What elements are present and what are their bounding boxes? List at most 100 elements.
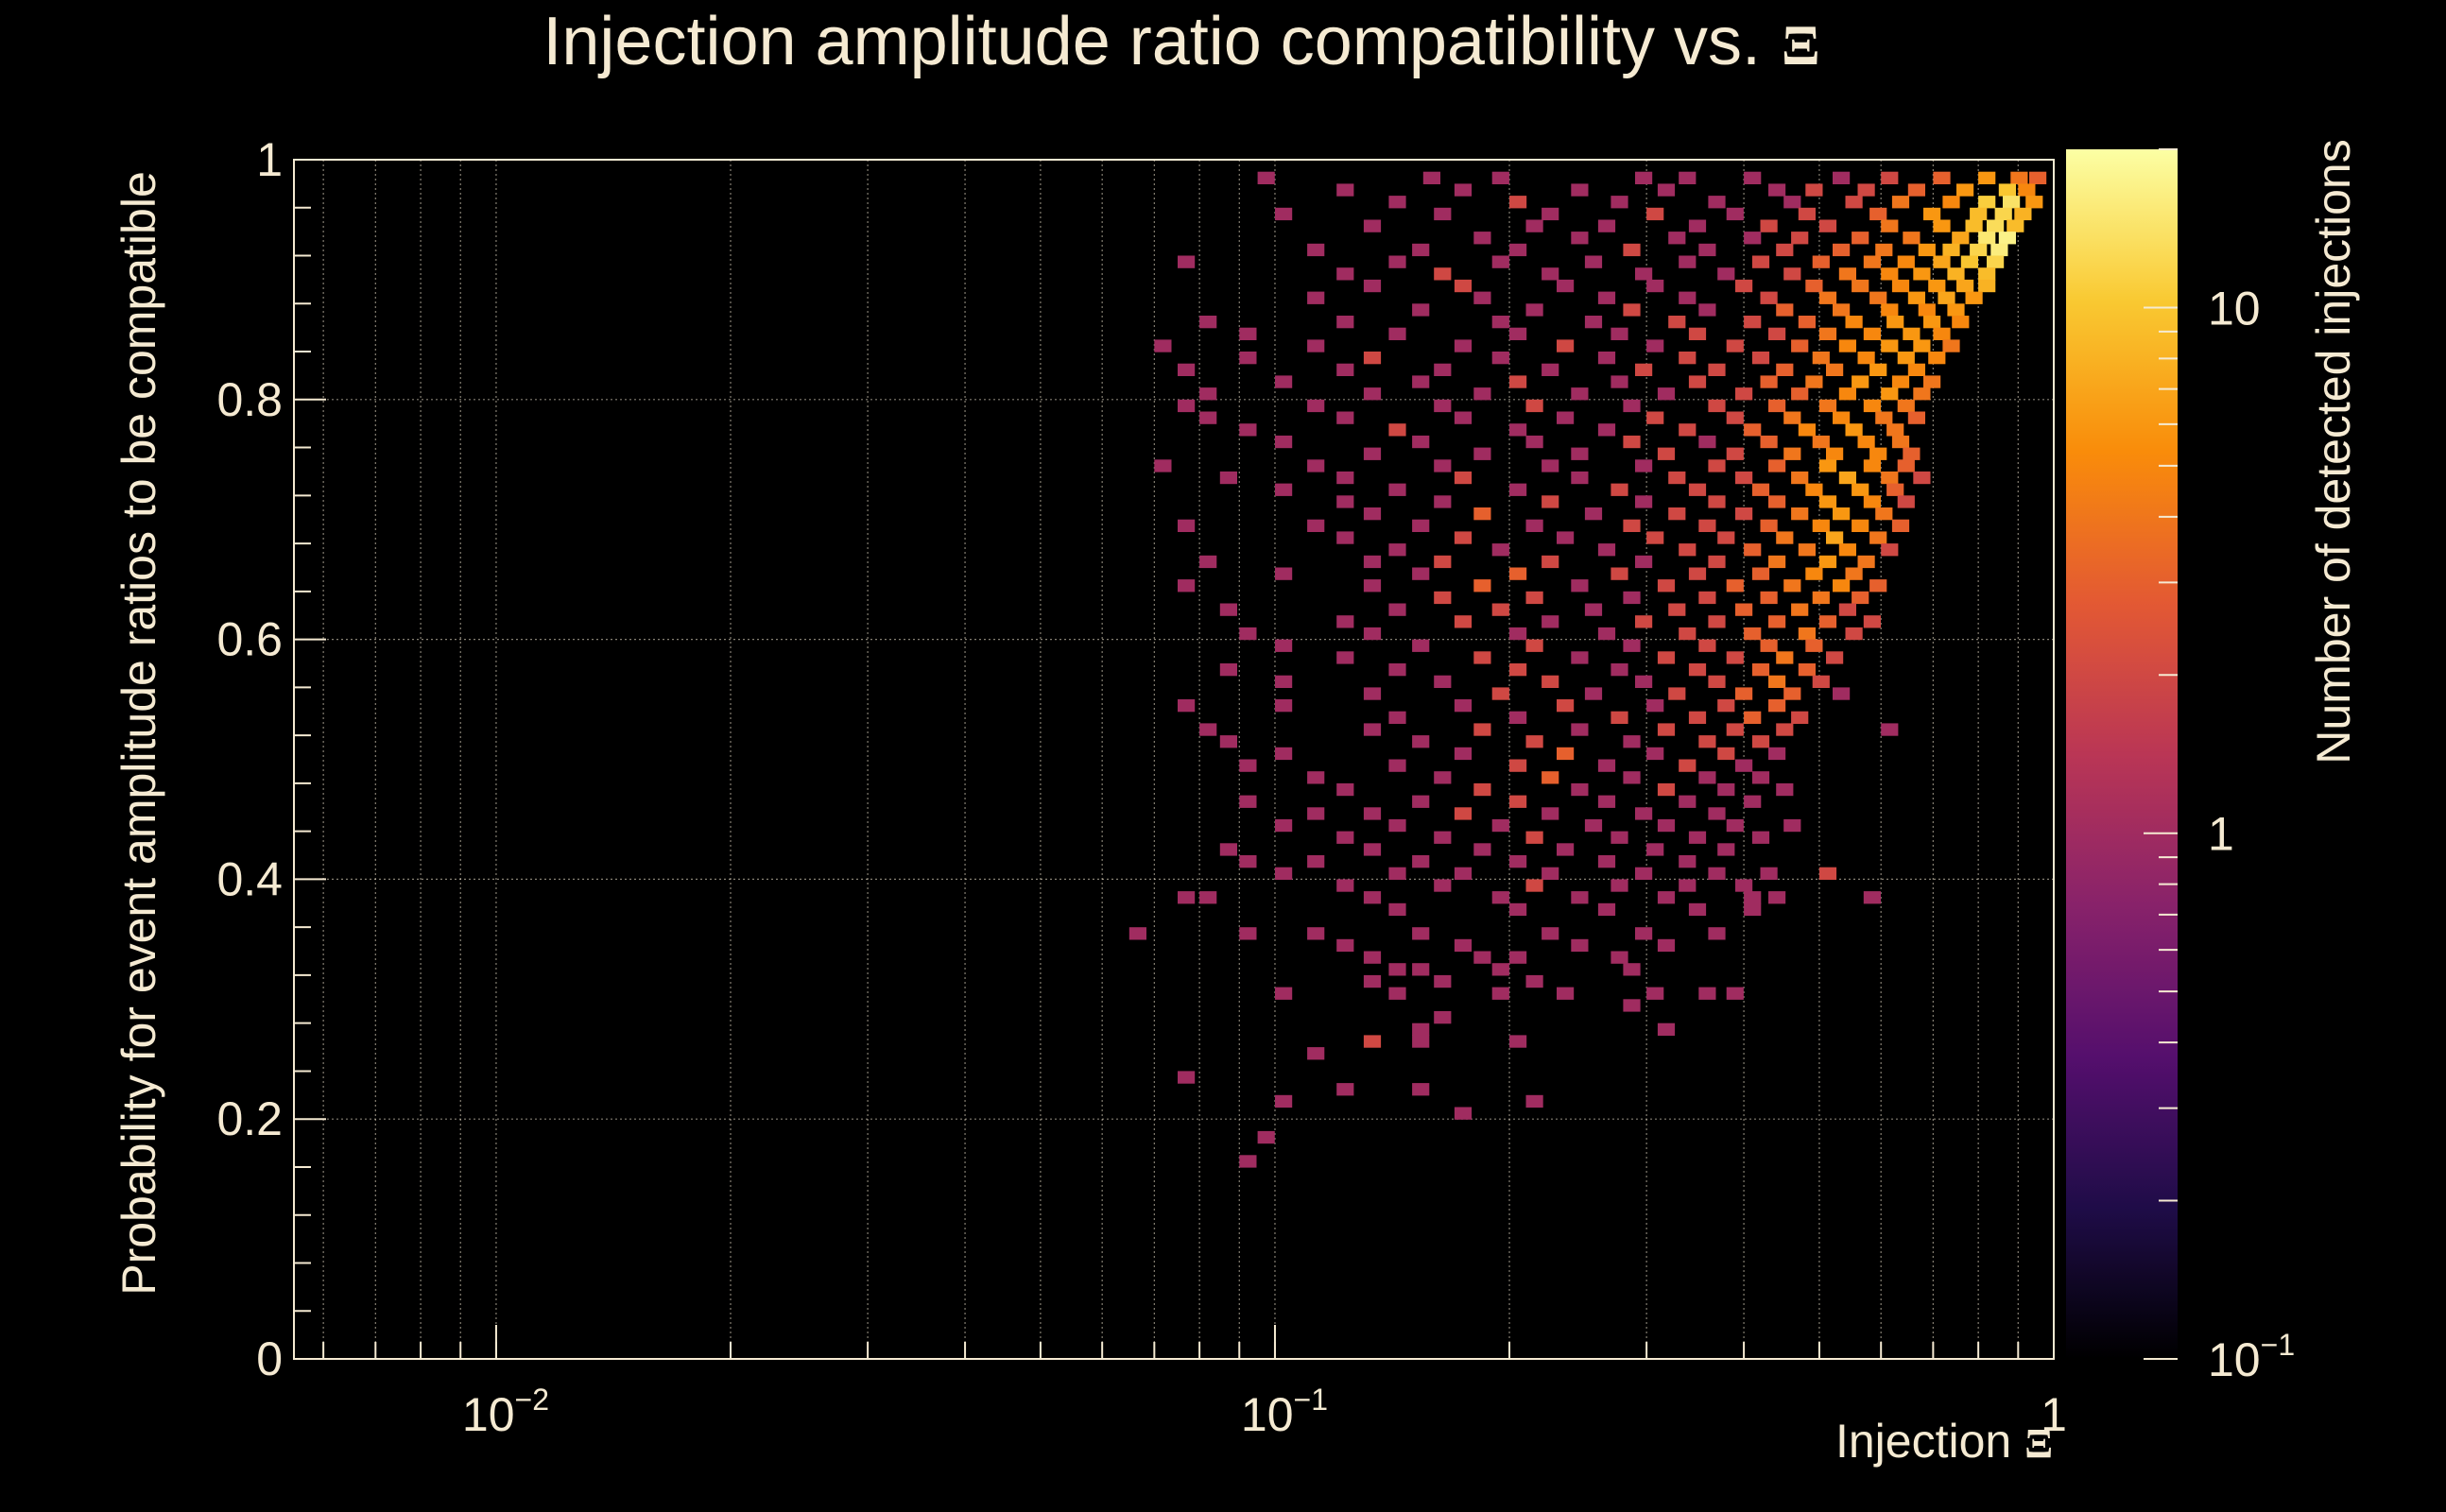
heatmap-cell [1525, 831, 1543, 844]
heatmap-cell [1744, 711, 1762, 724]
heatmap-cell [1239, 795, 1257, 808]
heatmap-cell [1760, 435, 1778, 449]
heatmap-cell [1657, 447, 1676, 460]
heatmap-cell [1178, 255, 1196, 268]
heatmap-cell [1239, 1155, 1257, 1168]
heatmap-cell [1239, 927, 1257, 940]
heatmap-cell [1881, 267, 1899, 281]
heatmap-cell [1751, 567, 1770, 580]
heatmap-cell [1412, 855, 1430, 868]
heatmap-cell [1708, 867, 1726, 880]
heatmap-cell [1646, 699, 1664, 713]
heatmap-cell [1597, 855, 1616, 868]
heatmap-cell [1933, 171, 1951, 184]
heatmap-cell [1646, 279, 1664, 293]
heatmap-cell [1852, 279, 1869, 293]
heatmap-cell [1557, 987, 1575, 1000]
heatmap-cell [1525, 435, 1543, 449]
heatmap-cell [1812, 352, 1830, 365]
heatmap-cell [1833, 303, 1851, 317]
heatmap-cell [1751, 352, 1770, 365]
heatmap-cell [1897, 495, 1915, 508]
heatmap-cell [1751, 483, 1770, 496]
heatmap-cell [1635, 807, 1653, 820]
heatmap-cell [1698, 639, 1716, 652]
heatmap-cell [1698, 243, 1716, 257]
heatmap-cell [1635, 363, 1653, 376]
heatmap-cell [1388, 603, 1406, 616]
heatmap-cell [2010, 171, 2028, 184]
heatmap-cell [2029, 171, 2047, 184]
heatmap-cell [1760, 291, 1778, 304]
heatmap-cell [1363, 843, 1382, 856]
heatmap-cell [1509, 1035, 1527, 1048]
heatmap-cell [1760, 639, 1778, 652]
heatmap-cell [1597, 423, 1616, 437]
heatmap-cell [1869, 291, 1887, 304]
heatmap-cell [1434, 591, 1452, 605]
heatmap-cell [1776, 363, 1794, 376]
heatmap-cell [1735, 279, 1753, 293]
y-tick-label: 0.2 [216, 1092, 283, 1145]
heatmap-cell [1412, 963, 1430, 976]
heatmap-cell [1635, 615, 1653, 628]
heatmap-cell [1584, 316, 1603, 329]
heatmap-cell [1275, 207, 1293, 221]
heatmap-cell [1717, 699, 1735, 713]
heatmap-cell [1336, 782, 1354, 797]
heatmap-cell [1525, 591, 1543, 605]
heatmap-cell [1597, 543, 1616, 557]
heatmap-cell [1307, 927, 1325, 940]
heatmap-cell [1688, 375, 1707, 388]
heatmap-cell [1199, 411, 1217, 424]
heatmap-cell [1783, 196, 1801, 209]
heatmap-cell [1454, 699, 1473, 713]
heatmap-cell [1826, 447, 1844, 460]
heatmap-cell [1219, 735, 1237, 748]
heatmap-cell [1760, 519, 1778, 532]
heatmap-cell [1960, 255, 1978, 268]
heatmap-cell [1744, 543, 1762, 557]
chart-title-symbol: Ξ [1782, 14, 1820, 77]
heatmap-cell [1768, 327, 1786, 340]
heatmap-cell [1509, 327, 1527, 340]
heatmap-cell [1542, 207, 1559, 221]
heatmap-cell [1857, 352, 1875, 365]
heatmap-cell [1698, 591, 1716, 605]
heatmap-cell [1698, 987, 1716, 1000]
heatmap-cell [1744, 891, 1762, 904]
heatmap-cell [1178, 699, 1196, 713]
heatmap-cell [1239, 855, 1257, 868]
heatmap-cell [1412, 639, 1430, 652]
heatmap-cell [1542, 867, 1559, 880]
heatmap-cell [1557, 339, 1575, 352]
heatmap-cell [1679, 255, 1697, 268]
heatmap-cell [1952, 316, 1970, 329]
heatmap-cell [1412, 927, 1430, 940]
heatmap-cell [2018, 183, 2036, 197]
heatmap-cell [1307, 519, 1325, 532]
heatmap-cell [1388, 663, 1406, 677]
heatmap-cell [1679, 291, 1697, 304]
heatmap-cell [1987, 219, 2005, 232]
heatmap-cell [1434, 771, 1452, 784]
heatmap-cell [1363, 1035, 1382, 1048]
heatmap-cell [1857, 555, 1875, 569]
heatmap-cell [1744, 171, 1762, 184]
heatmap-cell [1509, 243, 1527, 257]
heatmap-cell [1473, 723, 1491, 736]
heatmap-cell [2003, 196, 2021, 209]
heatmap-cell [1307, 1047, 1325, 1060]
heatmap-cell [1491, 687, 1509, 700]
heatmap-cell [1907, 363, 1925, 376]
x-axis-title: Injection Ξ [1835, 1415, 2053, 1468]
heatmap-cell [1668, 471, 1686, 485]
heatmap-cell [1275, 639, 1293, 652]
heatmap-cell [2014, 207, 2032, 221]
heatmap-cell [1886, 316, 1904, 329]
heatmap-cell [1735, 603, 1753, 616]
heatmap-cell [1491, 316, 1509, 329]
heatmap-cell [1869, 447, 1887, 460]
heatmap-cell [1412, 567, 1430, 580]
heatmap-cell [1857, 183, 1875, 197]
